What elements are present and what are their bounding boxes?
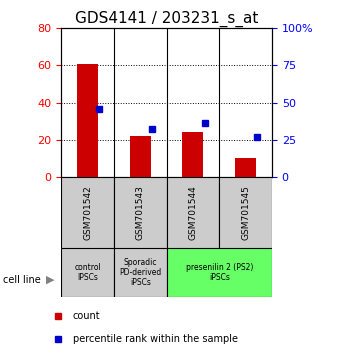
Bar (77, 64, 98, 177)
Text: GSM701543: GSM701543 (136, 185, 145, 240)
Bar (219, 177, 272, 248)
Text: cell line: cell line (3, 275, 41, 285)
Text: Sporadic
PD-derived
iPSCs: Sporadic PD-derived iPSCs (119, 258, 162, 287)
Bar (167, 177, 219, 248)
Bar (61, 248, 114, 297)
Title: GDS4141 / 203231_s_at: GDS4141 / 203231_s_at (75, 11, 258, 27)
Bar (235, 159, 256, 177)
Text: presenilin 2 (PS2)
iPSCs: presenilin 2 (PS2) iPSCs (186, 263, 253, 282)
Bar (183, 132, 204, 177)
Bar (167, 248, 272, 297)
Text: percentile rank within the sample: percentile rank within the sample (73, 334, 238, 344)
Bar (114, 248, 167, 297)
Text: count: count (73, 311, 100, 321)
Text: ▶: ▶ (46, 275, 54, 285)
Text: GSM701545: GSM701545 (241, 185, 250, 240)
Text: control
IPSCs: control IPSCs (74, 263, 101, 282)
Text: GSM701544: GSM701544 (188, 185, 198, 240)
Bar (130, 136, 151, 177)
Bar (114, 177, 167, 248)
Bar (61, 177, 114, 248)
Text: GSM701542: GSM701542 (83, 185, 92, 240)
